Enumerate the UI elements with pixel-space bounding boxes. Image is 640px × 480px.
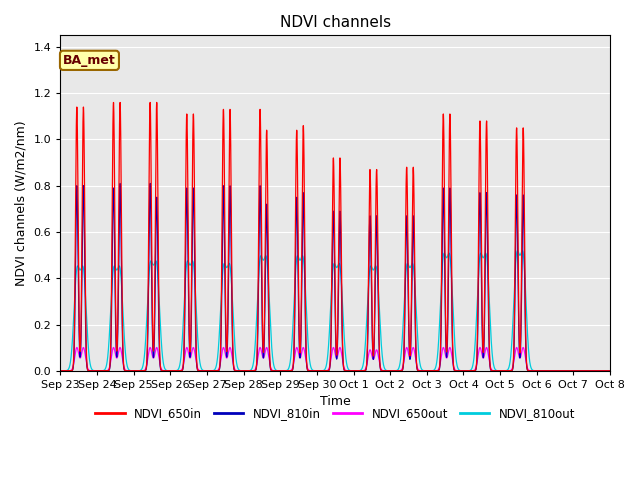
NDVI_810in xyxy=(164,368,172,373)
NDVI_810in xyxy=(325,367,333,373)
NDVI_650in xyxy=(79,113,87,119)
Line: NDVI_810in: NDVI_810in xyxy=(60,183,610,371)
NDVI_650in xyxy=(90,368,97,373)
NDVI_810out xyxy=(606,368,614,373)
NDVI_810in xyxy=(90,368,97,373)
NDVI_650out xyxy=(598,368,606,373)
Text: BA_met: BA_met xyxy=(63,54,116,67)
NDVI_810out xyxy=(59,368,67,373)
NDVI_650out xyxy=(325,365,333,371)
NDVI_650in xyxy=(56,368,64,373)
Title: NDVI channels: NDVI channels xyxy=(280,15,391,30)
Line: NDVI_810out: NDVI_810out xyxy=(60,251,610,371)
NDVI_810in xyxy=(606,368,614,373)
NDVI_810in xyxy=(569,368,577,373)
NDVI_810in xyxy=(147,180,154,186)
NDVI_650out xyxy=(577,368,585,373)
NDVI_650in xyxy=(606,368,614,373)
NDVI_650in xyxy=(164,368,172,373)
NDVI_810in xyxy=(577,368,585,373)
NDVI_810out xyxy=(164,368,172,373)
NDVI_650out xyxy=(164,368,172,373)
NDVI_810out xyxy=(90,368,97,373)
NDVI_810out xyxy=(325,335,333,340)
NDVI_650out xyxy=(59,368,67,373)
NDVI_810out xyxy=(56,368,64,373)
NDVI_810in xyxy=(79,189,87,194)
NDVI_650in xyxy=(153,99,161,105)
NDVI_810in xyxy=(56,368,64,373)
NDVI_650out xyxy=(90,368,97,373)
NDVI_810out xyxy=(577,368,585,373)
NDVI_650in xyxy=(577,368,585,373)
NDVI_650in xyxy=(59,368,67,373)
Line: NDVI_650out: NDVI_650out xyxy=(60,348,610,371)
NDVI_810out xyxy=(514,248,522,253)
Line: NDVI_650in: NDVI_650in xyxy=(60,102,610,371)
NDVI_650in xyxy=(569,368,577,373)
NDVI_650out xyxy=(606,368,614,373)
NDVI_650out xyxy=(56,368,64,373)
Y-axis label: NDVI channels (W/m2/nm): NDVI channels (W/m2/nm) xyxy=(15,120,28,286)
NDVI_650out xyxy=(79,345,87,350)
Legend: NDVI_650in, NDVI_810in, NDVI_650out, NDVI_810out: NDVI_650in, NDVI_810in, NDVI_650out, NDV… xyxy=(90,403,580,425)
NDVI_650out xyxy=(189,345,197,350)
X-axis label: Time: Time xyxy=(320,396,351,408)
NDVI_810in xyxy=(59,368,67,373)
NDVI_650in xyxy=(325,367,333,373)
NDVI_810out xyxy=(79,264,87,270)
